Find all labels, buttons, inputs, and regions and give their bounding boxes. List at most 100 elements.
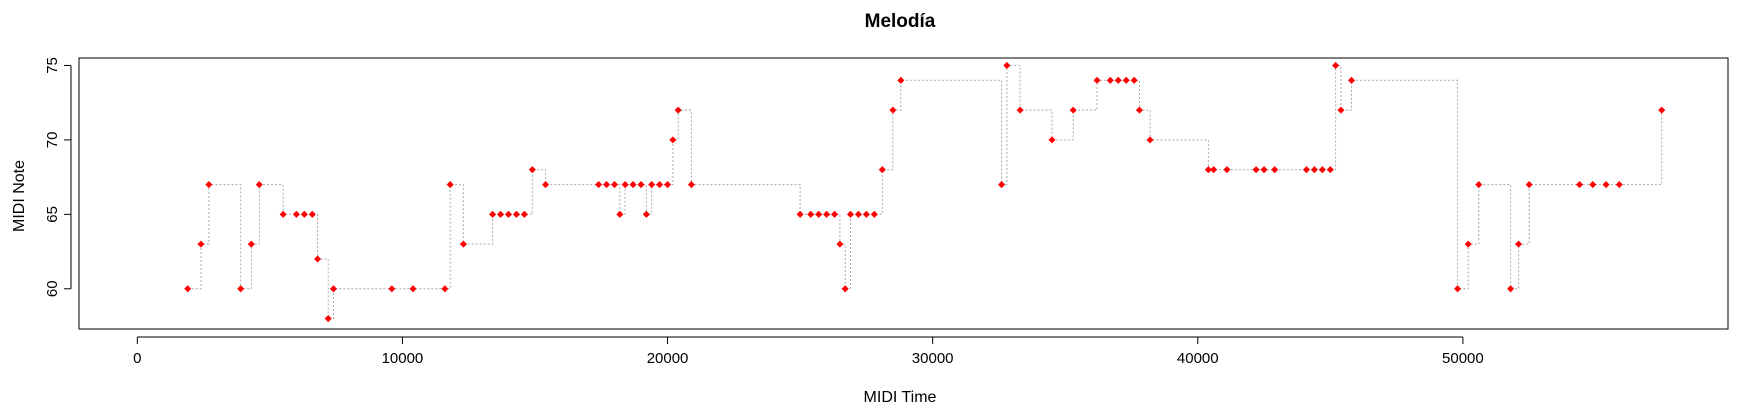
data-point: [621, 181, 629, 189]
melody-points: [184, 61, 1666, 323]
data-point: [1093, 76, 1101, 84]
data-point: [1589, 181, 1597, 189]
y-tick-label: 60: [44, 280, 61, 297]
data-point: [279, 210, 287, 218]
data-point: [1507, 285, 1515, 293]
data-point: [629, 181, 637, 189]
data-point: [823, 210, 831, 218]
data-point: [520, 210, 528, 218]
data-point: [831, 210, 839, 218]
x-tick-label: 40000: [1177, 350, 1219, 367]
data-point: [1326, 166, 1334, 174]
data-point: [247, 240, 255, 248]
data-point: [854, 210, 862, 218]
data-point: [1135, 106, 1143, 114]
data-point: [1525, 181, 1533, 189]
data-point: [308, 210, 316, 218]
data-point: [1464, 240, 1472, 248]
data-point: [648, 181, 656, 189]
data-point: [1302, 166, 1311, 174]
data-point: [184, 285, 192, 293]
data-point: [329, 285, 338, 293]
data-point: [610, 181, 619, 189]
x-tick-label: 0: [133, 350, 141, 367]
x-tick-label: 50000: [1442, 350, 1484, 367]
melody-step-line: [187, 64, 1663, 320]
data-point: [1332, 61, 1340, 69]
x-axis-label: MIDI Time: [864, 389, 937, 406]
data-point: [1223, 166, 1231, 174]
data-point: [205, 181, 213, 189]
data-point: [616, 210, 624, 218]
data-point: [846, 210, 855, 218]
data-point: [300, 210, 308, 218]
data-point: [1318, 166, 1326, 174]
x-tick-label: 20000: [647, 350, 689, 367]
data-point: [1016, 106, 1024, 114]
data-point: [1210, 166, 1218, 174]
data-point: [815, 210, 823, 218]
data-point: [796, 210, 804, 218]
y-tick-label: 75: [44, 57, 61, 74]
data-point: [542, 181, 550, 189]
data-point: [998, 181, 1006, 189]
data-point: [237, 285, 245, 293]
data-point: [197, 240, 205, 248]
data-point: [1348, 76, 1356, 84]
data-point: [878, 166, 886, 174]
x-axis: 0 10000 20000 30000 40000 50000: [133, 336, 1484, 367]
data-point: [528, 166, 536, 174]
data-point: [1576, 181, 1584, 189]
data-point: [1106, 76, 1114, 84]
data-point: [1252, 166, 1260, 174]
data-point: [889, 106, 897, 114]
data-point: [669, 136, 677, 144]
data-point: [687, 181, 695, 189]
data-point: [504, 210, 513, 218]
data-point: [1615, 181, 1623, 189]
data-point: [836, 240, 844, 248]
data-point: [656, 181, 664, 189]
chart-title: Melodía: [865, 11, 936, 32]
data-point: [1260, 166, 1268, 174]
data-point: [870, 210, 878, 218]
data-point: [1658, 106, 1666, 114]
data-point: [292, 210, 300, 218]
data-point: [1048, 136, 1056, 144]
data-point: [441, 285, 449, 293]
plot-frame: [78, 57, 1729, 330]
data-point: [1069, 106, 1077, 114]
data-point: [512, 210, 520, 218]
data-point: [637, 181, 645, 189]
x-tick-label: 30000: [912, 350, 954, 367]
data-point: [255, 181, 263, 189]
data-point: [862, 210, 870, 218]
data-point: [1003, 61, 1011, 69]
data-point: [459, 240, 467, 248]
data-point: [324, 315, 332, 323]
data-point: [1602, 181, 1610, 189]
data-point: [841, 285, 849, 293]
y-tick-label: 70: [44, 132, 61, 149]
data-point: [388, 285, 396, 293]
data-point: [489, 210, 497, 218]
data-point: [314, 255, 322, 263]
data-point: [1454, 285, 1462, 293]
data-point: [1122, 76, 1130, 84]
data-point: [409, 285, 417, 293]
data-point: [664, 181, 672, 189]
y-tick-label: 65: [44, 206, 61, 223]
data-point: [1146, 136, 1154, 144]
data-point: [897, 76, 905, 84]
y-axis-label: MIDI Note: [11, 160, 28, 232]
x-tick-label: 10000: [382, 350, 424, 367]
data-point: [1475, 181, 1483, 189]
data-point: [642, 210, 650, 218]
data-point: [1515, 240, 1523, 248]
data-point: [1337, 106, 1345, 114]
data-point: [496, 210, 505, 218]
y-axis: 60 65 70 75: [44, 57, 72, 297]
data-point: [1130, 76, 1138, 84]
data-point: [446, 181, 454, 189]
